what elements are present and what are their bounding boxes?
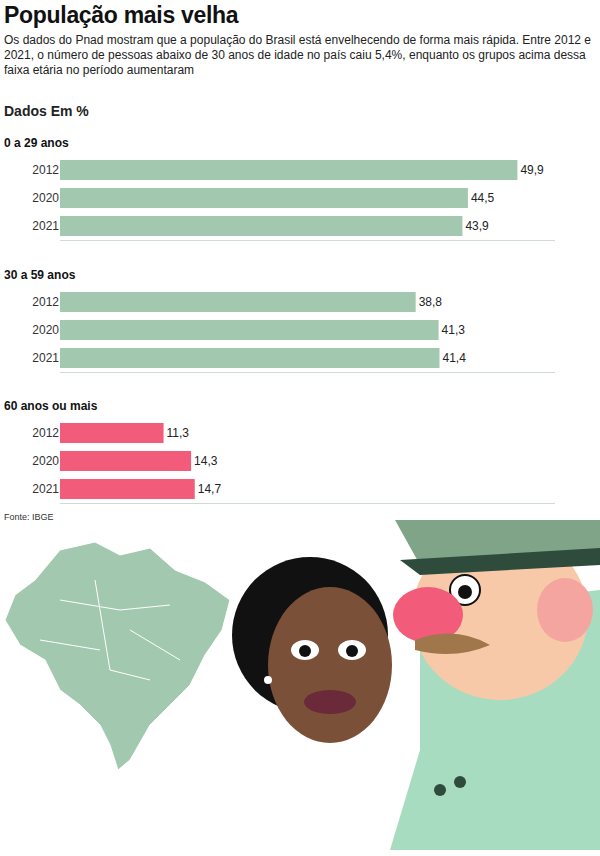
html-text:0 a 29 anos: 0 a 29 anos bbox=[4, 136, 69, 150]
svg-text:14,3: 14,3 bbox=[194, 454, 218, 468]
html-text:Os dados do Pnad mostram que a: Os dados do Pnad mostram que a população… bbox=[4, 33, 591, 77]
svg-text:41,4: 41,4 bbox=[443, 351, 467, 365]
svg-text:2012: 2012 bbox=[32, 295, 59, 309]
svg-text:43,9: 43,9 bbox=[465, 219, 489, 233]
html-text:60 anos ou mais: 60 anos ou mais bbox=[4, 399, 98, 413]
svg-text:2021: 2021 bbox=[32, 219, 59, 233]
svg-text:41,3: 41,3 bbox=[442, 323, 466, 337]
svg-text:44,5: 44,5 bbox=[471, 191, 495, 205]
svg-text:2012: 2012 bbox=[32, 163, 59, 177]
svg-text:11,3: 11,3 bbox=[167, 426, 190, 440]
svg-text:14,7: 14,7 bbox=[198, 482, 222, 496]
html-text:População mais velha: População mais velha bbox=[4, 2, 239, 28]
svg-text:2012: 2012 bbox=[32, 426, 59, 440]
svg-text:49,9: 49,9 bbox=[520, 163, 544, 177]
html-text:Dados Em %: Dados Em % bbox=[4, 103, 89, 119]
svg-text:2020: 2020 bbox=[32, 323, 59, 337]
svg-text:38,8: 38,8 bbox=[419, 295, 443, 309]
svg-text:2020: 2020 bbox=[32, 191, 59, 205]
html-text:30 a 59 anos: 30 a 59 anos bbox=[4, 268, 76, 282]
svg-text:2021: 2021 bbox=[32, 482, 59, 496]
svg-text:2021: 2021 bbox=[32, 351, 59, 365]
svg-text:2020: 2020 bbox=[32, 454, 59, 468]
html-text:Fonte: IBGE: Fonte: IBGE bbox=[4, 512, 54, 522]
